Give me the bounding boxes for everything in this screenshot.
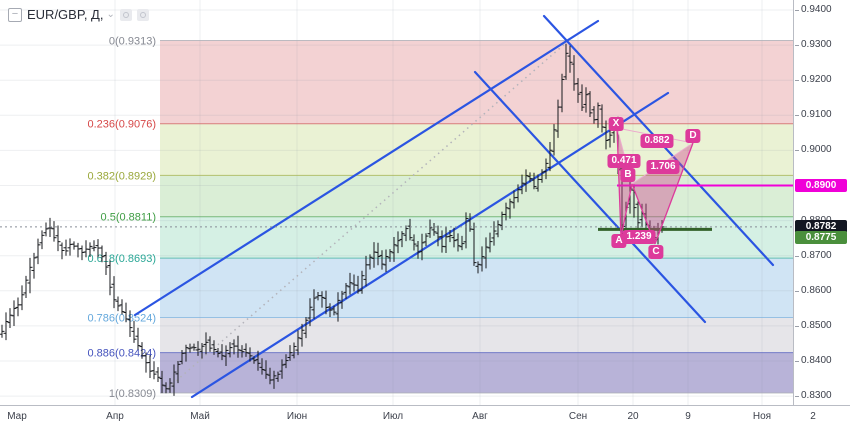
fib-level-label: 0.236(0.9076) [88, 119, 157, 131]
fib-level-label: 0.618(0.8693) [88, 253, 157, 265]
pattern-label-D[interactable]: D [685, 129, 701, 143]
fib-band [160, 40, 793, 124]
box-circle-icon[interactable] [136, 8, 149, 21]
time-axis[interactable]: Мар Апр Май Июн Июл Авг Сен 20 9 Ноя 2 [0, 405, 850, 428]
fib-band [160, 352, 793, 393]
pattern-label-0.882[interactable]: 0.882 [640, 134, 674, 148]
time-axis-label: Апр [106, 411, 124, 422]
fib-level-label: 0.786(0.8524) [88, 312, 157, 324]
time-axis-label: 2 [810, 411, 816, 422]
fib-level-label: 0.5(0.8811) [101, 212, 156, 224]
price-axis[interactable]: 0.94000.93000.92000.91000.90000.89000.88… [793, 0, 850, 405]
price-axis-label: 0.8600 [795, 284, 832, 296]
time-axis-label: 20 [627, 411, 639, 422]
pattern-label-1.239[interactable]: 1.239 [622, 230, 656, 244]
price-axis-label: 0.8300 [795, 390, 832, 402]
fib-band [160, 258, 793, 318]
pattern-label-C[interactable]: C [648, 245, 664, 259]
pattern-main-line[interactable] [620, 183, 633, 238]
fib-level-label: 0.382(0.8929) [88, 170, 157, 182]
ascending-channel-top[interactable] [133, 19, 600, 317]
ohlc-bars [0, 43, 665, 396]
price-label-0.8775: 0.8775 [795, 230, 847, 244]
pattern-label-0.471[interactable]: 0.471 [607, 154, 641, 168]
pattern-label-B[interactable]: B [620, 168, 636, 182]
box-circle-icon[interactable] [119, 8, 132, 21]
price-axis-label: 0.9400 [795, 4, 832, 15]
time-axis-label: Авг [472, 411, 488, 422]
time-axis-label: 9 [685, 411, 691, 422]
symbol-title[interactable]: EUR/GBP, Д, [27, 7, 104, 22]
time-axis-label: Июл [382, 411, 404, 422]
price-axis-label: 0.9300 [795, 39, 832, 51]
time-axis-label: Сен [568, 411, 588, 422]
price-axis-label: 0.9000 [795, 144, 832, 156]
fib-level-label: 0.886(0.8424) [88, 348, 157, 360]
pattern-label-1.706[interactable]: 1.706 [646, 160, 680, 174]
fib-band [160, 317, 793, 353]
descending-channel-bottom[interactable] [473, 70, 707, 324]
fib-level-label: 0(0.9313) [109, 36, 156, 48]
price-axis-label: 0.8500 [795, 319, 832, 331]
ascending-channel-bottom[interactable] [190, 91, 670, 399]
time-axis-label: Ноя [752, 411, 772, 422]
chart-legend: − EUR/GBP, Д, ⌄ [8, 7, 149, 22]
fib-level-label: 1(0.8309) [109, 388, 156, 400]
fib-band [160, 175, 793, 217]
pattern-main-line[interactable] [616, 127, 622, 238]
price-axis-label: 0.8400 [795, 355, 832, 366]
chevron-down-icon[interactable]: ⌄ [106, 9, 115, 20]
time-axis-label: Июн [286, 411, 308, 422]
collapse-legend-icon[interactable]: − [8, 7, 22, 22]
time-axis-label: Мар [7, 411, 27, 422]
fib-band [160, 216, 793, 259]
price-label-0.8900: 0.8900 [795, 179, 847, 192]
price-axis-label: 0.8700 [795, 249, 832, 261]
pattern-main-line[interactable] [654, 142, 694, 245]
time-axis-label: Май [190, 411, 210, 422]
price-label-0.8782: 0.8782 [795, 220, 847, 234]
price-axis-label: 0.9200 [795, 74, 832, 86]
price-axis-label: 0.9100 [795, 109, 832, 121]
pattern-label-X[interactable]: X [608, 117, 624, 131]
chart-plot-svg[interactable]: 0(0.9313) 0.236(0.9076) 0.382(0.8929) 0.5(0… [0, 0, 793, 405]
